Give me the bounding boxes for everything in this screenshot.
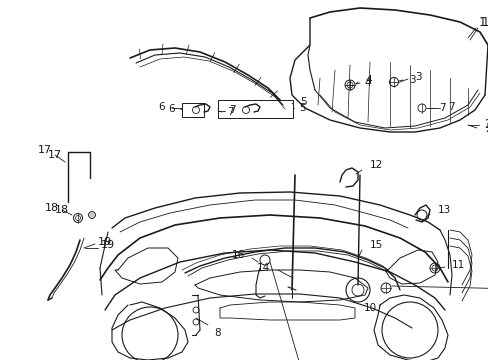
Text: 5: 5 (298, 103, 305, 113)
Text: 11: 11 (451, 260, 464, 270)
Text: 10: 10 (363, 303, 376, 313)
Text: 19: 19 (101, 240, 115, 250)
Text: 12: 12 (369, 160, 383, 170)
Bar (182, 103, 203, 117)
Text: 17: 17 (48, 150, 62, 160)
Text: 7: 7 (438, 103, 445, 113)
Text: 1: 1 (477, 15, 485, 28)
Text: 5: 5 (299, 97, 306, 107)
Text: 15: 15 (369, 240, 383, 250)
Text: 18: 18 (45, 203, 59, 213)
Text: 14: 14 (256, 263, 269, 273)
Text: 2: 2 (484, 122, 488, 135)
Text: 18: 18 (55, 205, 69, 215)
Text: 2: 2 (483, 118, 488, 131)
Text: 7: 7 (226, 107, 233, 117)
Text: 17: 17 (38, 145, 52, 155)
Bar (218, 100, 292, 118)
Text: 13: 13 (437, 205, 450, 215)
Text: 3: 3 (408, 75, 414, 85)
Text: 6: 6 (168, 104, 175, 114)
Text: 7: 7 (447, 102, 454, 112)
Text: 4: 4 (364, 75, 371, 85)
Text: 16: 16 (231, 250, 244, 260)
Text: 3: 3 (414, 72, 421, 82)
Text: 6: 6 (158, 102, 164, 112)
Text: 8: 8 (214, 328, 221, 338)
Text: 4: 4 (364, 78, 370, 88)
Text: 7: 7 (228, 105, 235, 115)
Text: 19: 19 (98, 237, 112, 247)
Text: 1: 1 (481, 15, 488, 28)
Circle shape (88, 211, 95, 219)
